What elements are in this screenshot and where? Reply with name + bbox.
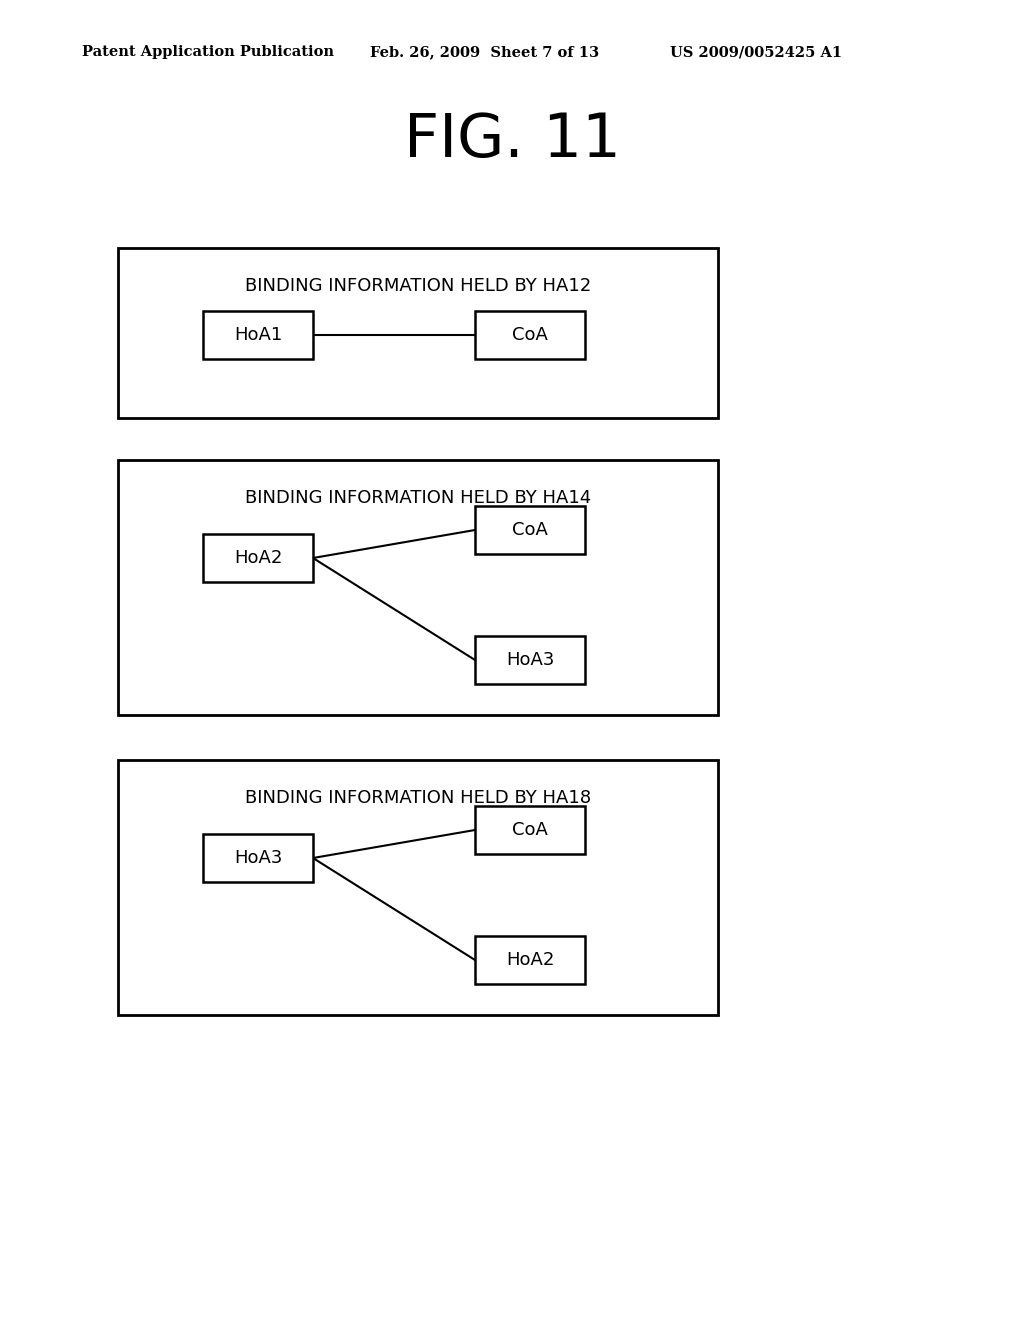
Text: BINDING INFORMATION HELD BY HA12: BINDING INFORMATION HELD BY HA12: [245, 277, 591, 294]
FancyBboxPatch shape: [118, 248, 718, 418]
Text: US 2009/0052425 A1: US 2009/0052425 A1: [670, 45, 842, 59]
Text: HoA2: HoA2: [233, 549, 283, 568]
FancyBboxPatch shape: [475, 807, 585, 854]
FancyBboxPatch shape: [475, 936, 585, 983]
FancyBboxPatch shape: [118, 760, 718, 1015]
Text: CoA: CoA: [512, 521, 548, 539]
FancyBboxPatch shape: [475, 636, 585, 684]
Text: Patent Application Publication: Patent Application Publication: [82, 45, 334, 59]
Text: FIG. 11: FIG. 11: [403, 111, 621, 169]
Text: CoA: CoA: [512, 821, 548, 840]
Text: BINDING INFORMATION HELD BY HA14: BINDING INFORMATION HELD BY HA14: [245, 488, 591, 507]
FancyBboxPatch shape: [475, 506, 585, 554]
Text: BINDING INFORMATION HELD BY HA18: BINDING INFORMATION HELD BY HA18: [245, 789, 591, 807]
Text: HoA2: HoA2: [506, 950, 554, 969]
Text: HoA1: HoA1: [233, 326, 283, 345]
FancyBboxPatch shape: [475, 312, 585, 359]
Text: HoA3: HoA3: [506, 651, 554, 669]
FancyBboxPatch shape: [203, 312, 313, 359]
Text: CoA: CoA: [512, 326, 548, 345]
FancyBboxPatch shape: [203, 535, 313, 582]
Text: HoA3: HoA3: [233, 849, 283, 867]
Text: Feb. 26, 2009  Sheet 7 of 13: Feb. 26, 2009 Sheet 7 of 13: [370, 45, 599, 59]
FancyBboxPatch shape: [118, 459, 718, 715]
FancyBboxPatch shape: [203, 834, 313, 882]
